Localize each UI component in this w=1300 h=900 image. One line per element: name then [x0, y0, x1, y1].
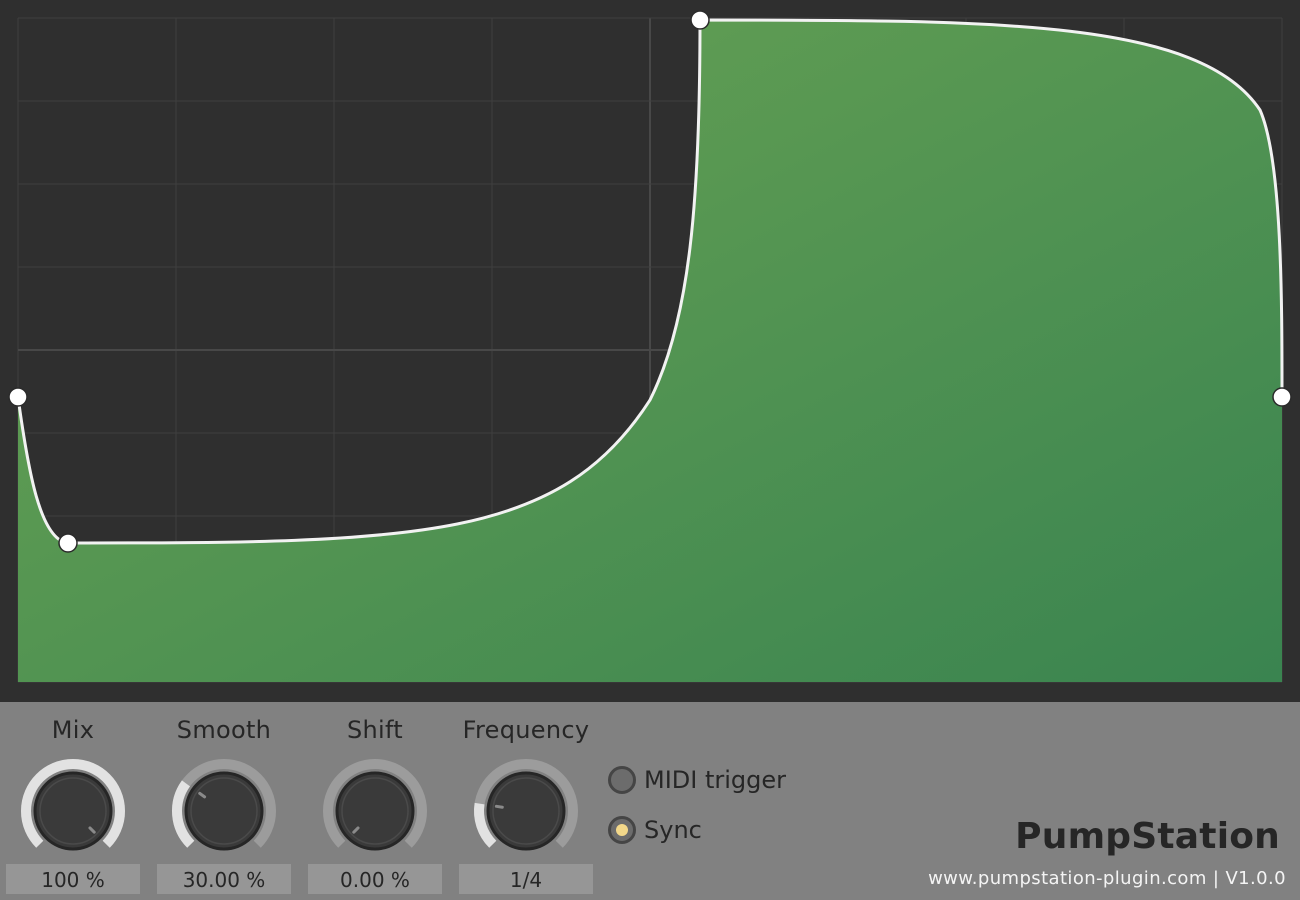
sync-label: Sync	[644, 816, 702, 844]
envelope-fill	[18, 20, 1282, 682]
knob-inner-ring	[492, 777, 560, 845]
knob-value-arc	[172, 780, 195, 848]
mix-value[interactable]: 100 %	[6, 864, 140, 894]
brand-logo-text: PumpStation	[1015, 816, 1280, 857]
sync-radio[interactable]	[608, 816, 636, 844]
shift-control: Shift 0.00 %	[308, 702, 442, 900]
knob-body	[486, 771, 566, 851]
shift-knob[interactable]	[318, 754, 432, 868]
knob-inner-ring	[341, 777, 409, 845]
envelope-node-low[interactable]	[58, 533, 78, 553]
smooth-label: Smooth	[176, 716, 272, 744]
frequency-control: Frequency 1/4	[459, 702, 593, 900]
frequency-knob[interactable]	[469, 754, 583, 868]
knob-inner-ring	[39, 777, 107, 845]
knob-indicator	[88, 826, 96, 834]
knob-body	[184, 771, 264, 851]
mix-control: Mix 100 %	[6, 702, 140, 900]
frequency-value[interactable]: 1/4	[459, 864, 593, 894]
frequency-label: Frequency	[462, 716, 590, 744]
knob-track	[323, 759, 427, 848]
midi-trigger-radio[interactable]	[608, 766, 636, 794]
knob-inner-ring	[190, 777, 258, 845]
mix-knob[interactable]	[16, 754, 130, 868]
knob-value-arc	[21, 759, 125, 848]
knob-indicator	[494, 804, 504, 809]
mix-label: Mix	[51, 716, 95, 744]
knob-indicator	[198, 791, 207, 799]
smooth-control: Smooth 30.00 %	[157, 702, 291, 900]
smooth-value[interactable]: 30.00 %	[157, 864, 291, 894]
knob-value-arc	[474, 802, 497, 848]
knob-body	[335, 771, 415, 851]
knob-body	[33, 771, 113, 851]
midi-trigger-option[interactable]: MIDI trigger	[608, 762, 786, 798]
footer-link[interactable]: www.pumpstation-plugin.com | V1.0.0	[928, 868, 1286, 889]
smooth-knob[interactable]	[167, 754, 281, 868]
knob-indicator	[352, 826, 360, 834]
control-panel: Mix 100 % Smooth 30.00 % Shift 0.00 % Fr…	[0, 702, 1300, 900]
envelope-node-end[interactable]	[1272, 387, 1292, 407]
envelope-curve[interactable]	[16, 18, 1284, 545]
envelope-node-peak[interactable]	[690, 10, 710, 30]
envelope-node-start[interactable]	[8, 387, 28, 407]
envelope-editor[interactable]	[0, 0, 1300, 702]
envelope-graph[interactable]	[0, 0, 1300, 702]
sync-option[interactable]: Sync	[608, 812, 702, 848]
shift-value[interactable]: 0.00 %	[308, 864, 442, 894]
midi-trigger-label: MIDI trigger	[644, 766, 787, 794]
shift-label: Shift	[346, 716, 404, 744]
